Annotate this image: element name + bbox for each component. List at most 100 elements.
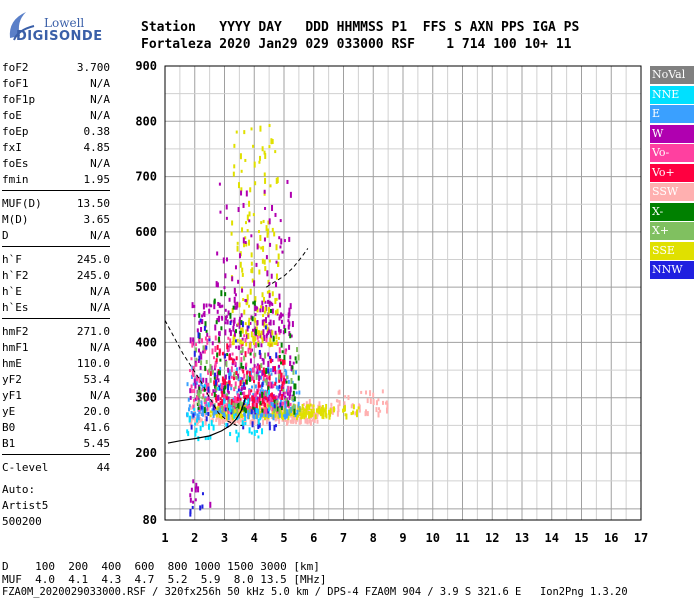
data-point: [233, 330, 236, 337]
data-point: [230, 404, 233, 408]
data-point: [304, 406, 307, 412]
param-row: fxI 4.85: [2, 140, 110, 156]
data-point: [284, 395, 287, 400]
data-point: [266, 228, 269, 235]
data-point: [232, 325, 235, 332]
data-point: [245, 300, 248, 306]
data-point: [191, 505, 194, 509]
data-point: [280, 319, 283, 324]
data-point: [278, 393, 281, 399]
data-point: [304, 412, 307, 418]
data-point: [229, 312, 232, 319]
data-point: [220, 290, 223, 297]
data-point: [281, 381, 284, 387]
data-point: [248, 397, 251, 402]
data-point: [227, 367, 230, 373]
data-point: [200, 353, 203, 360]
data-point: [296, 409, 299, 415]
param-value: 20.0: [83, 405, 111, 418]
data-point: [269, 368, 272, 373]
data-point: [317, 407, 320, 414]
data-point: [209, 501, 212, 508]
data-point: [257, 230, 260, 234]
data-point: [291, 397, 294, 401]
param-value: 271.0: [76, 325, 110, 338]
data-point: [218, 349, 221, 354]
data-point: [224, 407, 227, 412]
data-point: [292, 361, 295, 365]
data-point: [217, 394, 220, 401]
legend-item: Vo+: [650, 163, 694, 182]
data-point: [240, 357, 243, 363]
data-point: [265, 375, 268, 379]
param-name: yF2: [2, 373, 22, 386]
data-point: [267, 396, 270, 402]
data-point: [270, 401, 273, 406]
data-point: [273, 231, 276, 237]
data-point: [214, 324, 217, 331]
data-point: [259, 393, 262, 398]
data-point: [313, 411, 316, 418]
data-point: [241, 267, 244, 273]
data-point: [198, 320, 201, 325]
param-value: N/A: [90, 229, 110, 242]
data-point: [236, 241, 239, 245]
data-point: [192, 413, 195, 418]
data-point: [234, 412, 237, 416]
data-point: [198, 418, 201, 423]
data-point: [302, 407, 305, 414]
param-row: fmin 1.95: [2, 172, 110, 188]
data-point: [244, 408, 247, 414]
data-point: [217, 370, 220, 375]
data-point: [265, 333, 268, 337]
separator-line: [2, 190, 110, 191]
data-point: [264, 325, 267, 330]
data-point: [207, 369, 210, 375]
data-point: [243, 406, 246, 412]
data-point: [197, 358, 200, 363]
data-point: [336, 410, 339, 417]
data-point: [264, 392, 267, 397]
data-point: [269, 358, 272, 364]
data-point: [258, 331, 261, 336]
data-point: [214, 346, 217, 353]
data-point: [248, 317, 251, 321]
data-point: [261, 300, 264, 306]
data-point: [251, 421, 254, 428]
data-point: [251, 395, 254, 402]
data-point: [212, 411, 215, 418]
data-point: [244, 158, 247, 162]
data-point: [270, 138, 273, 145]
data-point: [294, 370, 297, 375]
data-point: [229, 432, 232, 437]
data-point: [292, 390, 295, 396]
data-point: [199, 373, 202, 378]
data-point: [263, 189, 266, 194]
data-point: [264, 177, 267, 184]
data-point: [238, 366, 241, 370]
data-point: [268, 425, 271, 431]
data-point: [217, 402, 220, 406]
data-point: [195, 343, 198, 347]
data-point: [193, 314, 196, 318]
param-value: 44: [96, 461, 110, 474]
data-point: [231, 220, 234, 226]
data-point: [256, 390, 259, 395]
data-point: [197, 399, 200, 406]
data-point: [244, 221, 247, 225]
data-point: [232, 374, 235, 381]
data-point: [240, 376, 243, 380]
data-point: [197, 396, 200, 402]
data-point: [195, 427, 198, 433]
data-point: [206, 404, 209, 411]
data-point: [245, 329, 248, 335]
data-point: [233, 419, 236, 425]
data-point: [243, 373, 246, 379]
data-point: [249, 369, 252, 376]
data-point: [224, 315, 227, 321]
data-point: [265, 323, 268, 327]
data-point: [226, 393, 229, 397]
data-point: [257, 418, 260, 425]
data-point: [221, 376, 224, 382]
data-point: [205, 329, 208, 333]
